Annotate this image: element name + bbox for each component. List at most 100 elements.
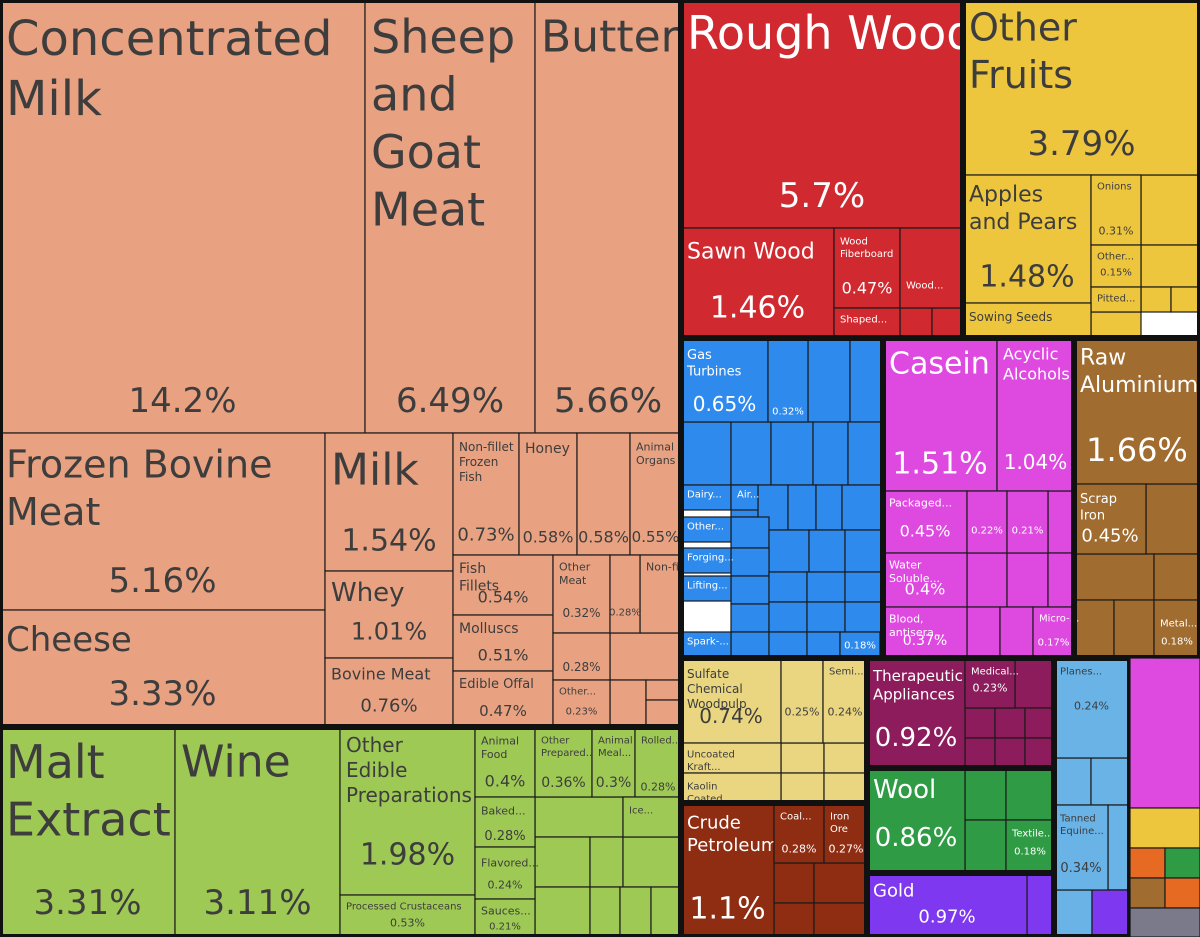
treemap-tile-acyclic-alcohols[interactable]: Acyclic Alcohols 1.04% <box>996 337 1075 492</box>
tile-value-label: 0.22% <box>971 526 1003 537</box>
treemap-tile-frozen-bovine-meat[interactable]: Frozen Bovine Meat 5.16% <box>0 432 326 611</box>
treemap-tile-raw-aluminium[interactable]: Raw Aluminium 1.66% <box>1073 337 1200 485</box>
tile-name-label: Raw Aluminium <box>1080 346 1198 399</box>
treemap-tile-honey[interactable]: Honey 0.58% <box>518 432 578 556</box>
treemap-tile-lifting[interactable]: Lifting... <box>680 575 732 602</box>
treemap-tile-sawn-wood[interactable]: Sawn Wood 1.46% <box>680 227 835 339</box>
treemap-tile-unnamed[interactable]: 0.22% <box>966 490 1008 554</box>
treemap-tile-air[interactable]: Air... <box>730 484 759 511</box>
tile-value-label: 1.66% <box>1086 431 1188 469</box>
treemap-tile-other[interactable]: Other... 0.15% <box>1090 244 1142 288</box>
treemap-tile-concentrated-milk[interactable]: Concentrated Milk 14.2% <box>0 0 366 434</box>
treemap-tile-rough-wood[interactable]: Rough Wood 5.7% <box>680 0 975 229</box>
treemap-tile-wood[interactable]: Wood... <box>899 227 964 309</box>
tile-name-label: Honey <box>525 441 570 457</box>
treemap-tile-pitted[interactable]: Pitted... <box>1090 286 1142 313</box>
tile-name-label: Acyclic Alcohols <box>1003 345 1070 384</box>
treemap-tile-unnamed[interactable]: 0.32% <box>767 337 809 423</box>
tile-value-label: 0.97% <box>918 906 975 927</box>
treemap-tile-minor <box>1026 872 1055 937</box>
treemap-tile-animal-food[interactable]: Animal Food 0.4% <box>474 726 536 798</box>
treemap-tile-animal-organs[interactable]: Animal Organs 0.55% <box>629 432 682 556</box>
treemap-tile-casein[interactable]: Casein 1.51% <box>882 337 998 492</box>
treemap-tile-bovine-meat[interactable]: Bovine Meat 0.76% <box>324 657 454 728</box>
treemap-tile-sowing-seeds[interactable]: Sowing Seeds <box>962 302 1092 339</box>
treemap-tile-packaged[interactable]: Packaged... 0.45% <box>882 490 968 554</box>
treemap-tile-textile[interactable]: Textile... 0.18% <box>1005 819 1055 874</box>
treemap-tile-apples-and-pears[interactable]: Apples and Pears 1.48% <box>962 174 1092 304</box>
treemap-tile-sauces[interactable]: Sauces... 0.21% <box>474 898 536 937</box>
treemap-tile-unnamed[interactable]: 0.28% <box>552 632 611 681</box>
treemap-tile-tanned-equine[interactable]: Tanned Equine... 0.34% <box>1053 804 1109 891</box>
treemap-tile-forging[interactable]: Forging... <box>680 547 734 574</box>
treemap-tile-minor <box>806 631 841 659</box>
tile-value-label: 0.31% <box>1099 224 1134 237</box>
treemap-tile-crude-petroleum[interactable]: Crude Petroleum 1.1% <box>680 802 778 937</box>
treemap-tile-water-soluble[interactable]: Water Soluble...0.4% <box>882 552 968 608</box>
treemap-tile-other-edible-preparations[interactable]: Other Edible Preparations 1.98% <box>339 726 476 896</box>
treemap-tile-other[interactable]: Other... <box>680 516 732 543</box>
treemap-tile-ice[interactable]: Ice... <box>622 796 682 838</box>
treemap-tile-semi[interactable]: Semi... 0.24% <box>822 657 868 744</box>
treemap-tile-whey[interactable]: Whey 1.01% <box>324 570 454 659</box>
treemap-tile-metal[interactable]: Metal... 0.18% <box>1153 599 1200 659</box>
tile-name-label: Sulfate Chemical Woodpulp <box>687 667 747 711</box>
treemap-tile-flavored[interactable]: Flavored... 0.24% <box>474 846 539 900</box>
treemap-tile-baked[interactable]: Baked... 0.28% <box>474 796 536 848</box>
treemap-tile-spark[interactable]: Spark-... <box>680 631 732 658</box>
treemap-tile-processed-crustaceans[interactable]: Processed Crustaceans 0.53% <box>339 894 476 937</box>
sector-frame-fruits <box>963 0 1200 338</box>
sector-frame-vegetable-products <box>0 727 681 937</box>
treemap-tile-wool[interactable]: Wool 0.86% <box>866 767 966 874</box>
treemap-tile-unnamed[interactable]: 0.25% <box>780 657 824 744</box>
tile-rect <box>552 632 611 681</box>
treemap-tile-unnamed[interactable]: 0.18% <box>839 631 881 658</box>
treemap-tile-unnamed[interactable]: 0.21% <box>1006 490 1049 554</box>
treemap-tile-blood-antisera[interactable]: Blood, antisera...0.37% <box>882 606 968 659</box>
treemap-tile-micro[interactable]: Micro-... 0.17% <box>1032 606 1079 659</box>
treemap-tile-iron-ore[interactable]: Iron Ore 0.27% <box>823 802 869 864</box>
tile-value-label: 0.65% <box>693 392 757 416</box>
treemap-tile-non-fillet[interactable]: Non-fillet... <box>639 554 707 634</box>
treemap-tile-other[interactable]: Other... 0.23% <box>552 679 611 728</box>
treemap-tile-gas-turbines[interactable]: Gas Turbines 0.65% <box>680 337 769 423</box>
treemap-tile-wine[interactable]: Wine 3.11% <box>174 726 341 937</box>
treemap-tile-onions[interactable]: Onions 0.31% <box>1090 174 1142 246</box>
treemap-tile-butter[interactable]: Butter 5.66% <box>534 0 682 434</box>
treemap-tile-therapeutic-appliances[interactable]: Therapeutic Appliances 0.92% <box>866 657 966 769</box>
treemap-tile-planes[interactable]: Planes... 0.24% <box>1053 657 1130 759</box>
treemap-tile-non-fillet-frozen-fish[interactable]: Non-fillet Frozen Fish 0.73% <box>452 432 520 556</box>
treemap-tile-edible-offal[interactable]: Edible Offal 0.47% <box>452 670 554 728</box>
treemap-tile-unnamed[interactable]: 0.58% <box>576 432 631 556</box>
tile-rect <box>1090 244 1142 288</box>
tile-value-label: 0.18% <box>844 641 876 652</box>
treemap-tile-unnamed[interactable]: 0.28% <box>609 554 641 634</box>
treemap-tile-minor <box>770 421 814 486</box>
treemap-tile-sheep-and-goat-meat[interactable]: Sheep and Goat Meat 6.49% <box>364 0 536 434</box>
treemap-tile-rolled[interactable]: Rolled... 0.28% <box>634 726 682 798</box>
treemap-tile-wood-fiberboard[interactable]: Wood Fiberboard 0.47% <box>833 227 901 309</box>
tile-value-label: 6.49% <box>396 381 504 421</box>
treemap-tile-molluscs[interactable]: Molluscs 0.51% <box>452 614 554 672</box>
treemap-tile-milk[interactable]: Milk 1.54% <box>324 432 454 572</box>
treemap-tile-shaped[interactable]: Shaped... <box>833 307 901 339</box>
treemap-tile-minor <box>645 679 682 701</box>
treemap-tile-medical[interactable]: Medical... 0.23% <box>964 657 1019 709</box>
treemap-tile-malt-extract[interactable]: Malt Extract 3.31% <box>0 726 176 937</box>
treemap-tile-animal-meal[interactable]: Animal Meal... 0.3% <box>591 726 636 798</box>
tile-name-label: Coal... <box>780 812 812 823</box>
treemap-tile-uncoated-kraft[interactable]: Uncoated Kraft... <box>680 742 782 774</box>
tile-name-label: Metal... <box>1160 619 1197 630</box>
treemap-tile-dairy[interactable]: Dairy... <box>680 484 732 511</box>
treemap-tile-other-meat[interactable]: Other Meat 0.32% <box>552 554 611 634</box>
treemap-tile-cheese[interactable]: Cheese 3.33% <box>0 609 326 728</box>
treemap-tile-other-prepared[interactable]: Other Prepared... 0.36% <box>534 726 595 798</box>
treemap-tile-coal[interactable]: Coal... 0.28% <box>773 802 825 864</box>
treemap-tile-minor <box>1090 311 1142 339</box>
tile-name-label: Micro-... <box>1039 614 1079 625</box>
treemap-tile-other-fruits[interactable]: Other Fruits 3.79% <box>962 0 1200 176</box>
